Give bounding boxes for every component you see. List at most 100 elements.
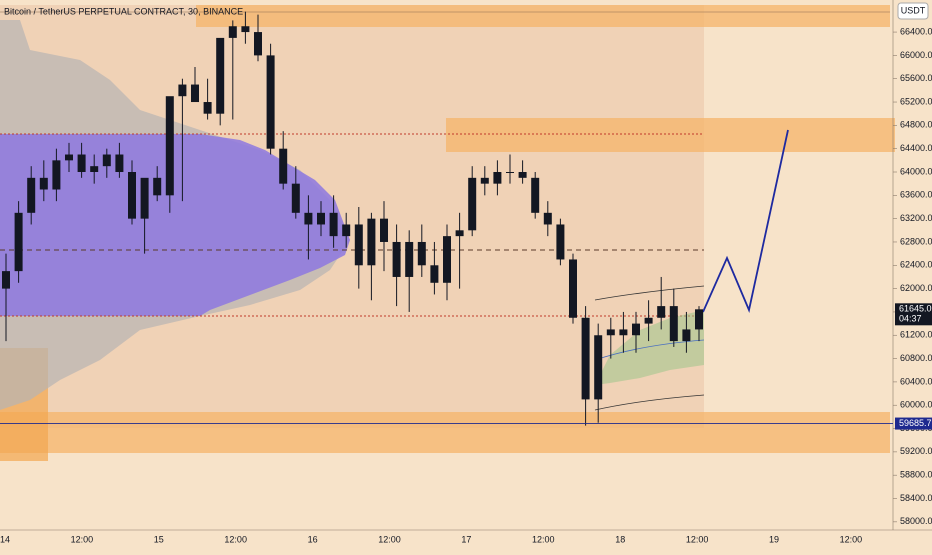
x-tick-label: 12:00	[840, 534, 863, 544]
x-tick-label: 15	[154, 534, 164, 544]
price-tag-label: 59685.7	[899, 418, 932, 428]
y-tick-label: 64800.0	[900, 120, 932, 130]
candle-body	[77, 154, 86, 173]
candle-body	[254, 32, 262, 56]
y-tick-label: 60800.0	[900, 353, 932, 363]
candle-body	[90, 166, 99, 173]
candle-body	[228, 26, 237, 38]
candle-body	[266, 55, 275, 149]
candle-body	[443, 236, 451, 283]
price-tag	[895, 417, 932, 430]
candle-body	[165, 96, 174, 196]
channel-lower	[594, 394, 705, 411]
candle-body	[669, 306, 678, 342]
candle-body	[518, 172, 527, 178]
y-tick-label: 63600.0	[900, 190, 932, 200]
candle-body	[191, 84, 199, 103]
y-tick-label: 64400.0	[900, 143, 932, 153]
y-tick-label: 59200.0	[900, 446, 932, 456]
candle-body	[279, 148, 288, 184]
y-tick-label: 66000.0	[900, 50, 932, 60]
candle-body	[102, 154, 111, 167]
candle-body	[392, 241, 401, 277]
chart-title: Bitcoin / TetherUS PERPETUAL CONTRACT, 3…	[4, 6, 243, 16]
x-tick-label: 16	[308, 534, 318, 544]
candle-body	[291, 183, 300, 213]
candle-body	[506, 172, 514, 174]
x-tick-label: 14	[0, 534, 10, 544]
candle-body	[342, 224, 351, 237]
price-tag-label: 61645.0	[899, 304, 932, 314]
currency[interactable]: USDT	[901, 5, 926, 15]
candle-body	[115, 154, 124, 173]
candle-body	[543, 212, 552, 225]
candle-body	[455, 230, 464, 237]
y-tick-label: 62800.0	[900, 236, 932, 246]
channel-upper	[594, 285, 705, 301]
demand-zone	[0, 412, 890, 453]
x-tick-label: 12:00	[378, 534, 401, 544]
candle-body	[317, 212, 325, 225]
candle-body	[569, 259, 577, 318]
y-tick-label: 65200.0	[900, 96, 932, 106]
candle-body	[52, 160, 61, 190]
candle-body	[581, 317, 590, 400]
x-tick-label: 19	[769, 534, 779, 544]
candle-body	[405, 241, 414, 277]
y-tick-label: 58800.0	[900, 470, 932, 480]
candle-body	[329, 212, 338, 237]
candle-body	[27, 177, 36, 213]
candle-body	[14, 212, 23, 272]
candle-body	[65, 154, 73, 161]
candle-body	[39, 177, 48, 190]
supply-zone	[446, 118, 895, 152]
candle-body	[2, 271, 10, 289]
y-tick-label: 58000.0	[900, 516, 932, 526]
candle-body	[128, 172, 136, 219]
candle-body	[153, 177, 162, 196]
candle-body	[480, 177, 489, 184]
currency-box[interactable]	[897, 2, 929, 20]
x-tick-label: 17	[461, 534, 471, 544]
candle-body	[354, 224, 363, 266]
candle-body	[417, 241, 426, 266]
x-tick-label: 18	[615, 534, 625, 544]
candle-body	[203, 102, 212, 114]
x-tick-label: 12:00	[532, 534, 555, 544]
candle-body	[657, 306, 666, 318]
candle-body	[556, 224, 565, 260]
candle-body	[619, 329, 628, 336]
y-tick-label: 61200.0	[900, 330, 932, 340]
candle-body	[468, 177, 477, 231]
candle-body	[178, 84, 187, 97]
candle-body	[241, 26, 250, 33]
y-tick-label: 65600.0	[900, 73, 932, 83]
supply-zone	[196, 5, 890, 27]
channel-mid	[594, 339, 705, 361]
candle-body	[216, 37, 225, 114]
price-tag	[895, 303, 932, 326]
candle-body	[695, 309, 703, 330]
y-tick-label: 60000.0	[900, 400, 932, 410]
candle-body	[531, 177, 540, 213]
candle-body	[304, 212, 313, 225]
value-area-profile	[0, 134, 350, 316]
y-tick-label: 60400.0	[900, 376, 932, 386]
candle-body	[380, 218, 388, 242]
y-tick-label: 62000.0	[900, 283, 932, 293]
y-tick-label: 64000.0	[900, 166, 932, 176]
y-tick-label: 66400.0	[900, 26, 932, 36]
candle-body	[632, 323, 640, 336]
candle-body	[493, 172, 502, 184]
projection-path	[702, 129, 789, 313]
candle-body	[140, 177, 149, 219]
y-tick-label: 62400.0	[900, 260, 932, 270]
candle-body	[644, 317, 653, 324]
x-tick-label: 12:00	[686, 534, 709, 544]
y-tick-label: 63200.0	[900, 213, 932, 223]
candle-body	[606, 329, 615, 336]
x-tick-label: 12:00	[224, 534, 247, 544]
y-tick-label: 58400.0	[900, 493, 932, 503]
